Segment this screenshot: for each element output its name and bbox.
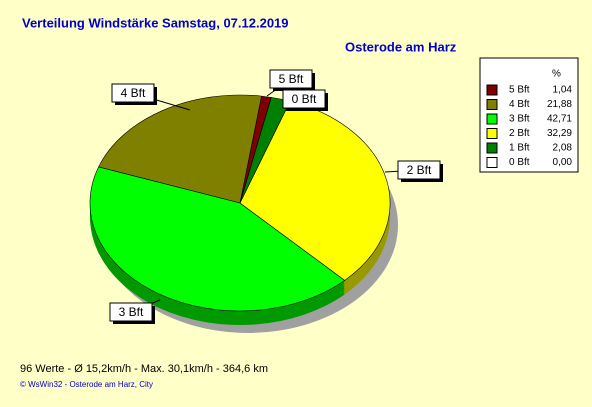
slice	[89, 166, 346, 312]
legend-swatch	[486, 99, 498, 110]
legend-swatch	[486, 157, 498, 168]
legend-name: 3 Bft	[509, 114, 530, 125]
legend-swatch	[486, 113, 498, 125]
footer: 96 Werte - Ø 15,2km/h - Max. 30,1km/h - …	[20, 363, 268, 375]
legend-name: 4 Bft	[509, 99, 530, 110]
slice-label: 4 Bft	[121, 86, 146, 100]
legend-value: 42,71	[547, 114, 572, 125]
slice	[239, 100, 391, 281]
label-box	[109, 302, 153, 322]
legend-value: 32,29	[547, 128, 572, 139]
legend-value: 1,04	[553, 85, 573, 96]
legend-value: 21,88	[547, 99, 572, 110]
legend-name: 2 Bft	[509, 128, 530, 139]
legend-value: 2,08	[553, 143, 573, 154]
label-box	[111, 83, 155, 103]
label-box	[282, 89, 326, 109]
legend-swatch	[486, 128, 498, 139]
label-box	[269, 69, 313, 89]
legend-swatch	[486, 84, 498, 96]
legend-name: 1 Bft	[509, 143, 530, 154]
slice-label: 3 Bft	[119, 305, 144, 319]
legend-header: %	[552, 69, 561, 80]
legend-value: 0,00	[553, 157, 573, 168]
legend-swatch	[486, 142, 498, 154]
chart-subtitle: Osterode am Harz	[345, 39, 457, 54]
slice-label: 2 Bft	[407, 163, 432, 177]
copyright: © WsWin32 - Osterode am Harz, City	[20, 380, 153, 389]
slice-label: 5 Bft	[279, 72, 304, 86]
slice	[98, 94, 262, 204]
legend-name: 5 Bft	[509, 85, 530, 96]
legend-name: 0 Bft	[509, 157, 530, 168]
slice-label: 0 Bft	[292, 92, 317, 106]
chart-title: Verteilung Windstärke Samstag, 07.12.201…	[22, 15, 289, 30]
label-box	[397, 160, 441, 180]
